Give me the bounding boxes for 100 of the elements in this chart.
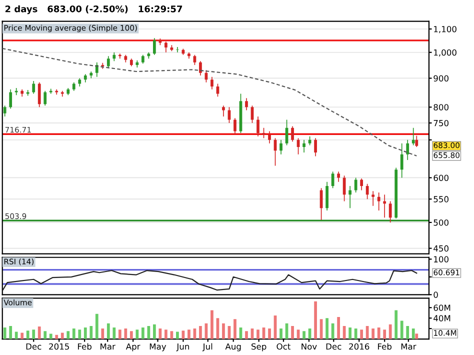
y-tick-label: 500 [434, 219, 448, 226]
bar [291, 326, 294, 340]
bar [360, 330, 364, 340]
y-tick-label: 1,000 [434, 49, 456, 57]
candlestick [302, 139, 306, 153]
y-tick-label: 450 [434, 245, 448, 252]
candlestick [176, 46, 179, 53]
bar [326, 318, 328, 340]
bar [136, 330, 139, 340]
candlestick [314, 138, 317, 157]
bar [337, 317, 340, 340]
y-tick-label: 100 [434, 256, 448, 262]
candlestick [280, 139, 282, 155]
candlestick [32, 80, 36, 94]
candlestick [415, 135, 418, 148]
y-tick-label: 550 [434, 196, 448, 202]
bar [372, 328, 375, 340]
candlestick [412, 128, 415, 146]
x-tick-label: Dec [26, 343, 42, 350]
bar [412, 328, 415, 340]
candlestick [406, 139, 410, 160]
candlestick [222, 105, 225, 117]
bar [158, 328, 162, 340]
bar [44, 331, 47, 340]
candlestick [337, 171, 340, 182]
candlestick [268, 130, 271, 144]
candlestick [9, 88, 12, 110]
candlestick [348, 186, 352, 209]
bar [199, 326, 202, 340]
bar [188, 330, 190, 340]
x-tick-label: Aug [225, 343, 241, 352]
bar [268, 328, 271, 340]
bar [366, 326, 369, 340]
y-tick-label: 0 [434, 292, 438, 298]
candlestick [210, 76, 214, 90]
bar [60, 332, 64, 340]
bar [210, 310, 214, 340]
bar [152, 324, 156, 340]
bar [3, 328, 6, 340]
bar [112, 328, 116, 340]
bar [388, 324, 392, 340]
y-tick-label: 40M [434, 315, 450, 322]
bar [245, 331, 248, 340]
candlestick [245, 98, 248, 111]
bar [383, 330, 386, 340]
bar [26, 330, 30, 340]
chart-title: 2 days 683.00 (-2.50%) 16:29:57 [5, 5, 182, 14]
bar [124, 328, 128, 340]
candlestick [14, 88, 18, 96]
candlestick [366, 184, 369, 200]
bar [101, 328, 104, 340]
candlestick [377, 192, 380, 211]
bar [314, 301, 317, 340]
candlestick [383, 194, 386, 218]
bar [90, 326, 93, 340]
bar [72, 328, 76, 340]
bar [20, 332, 24, 340]
bar [78, 330, 82, 340]
bar [55, 334, 58, 340]
candlestick [372, 190, 375, 206]
candlestick [400, 143, 404, 178]
bar [84, 328, 87, 340]
bar [280, 328, 282, 340]
bar [49, 334, 52, 340]
line-series [2, 270, 418, 292]
x-tick-label: Mar [401, 343, 416, 350]
bar [95, 314, 98, 340]
bar [406, 326, 410, 340]
x-tick-label: Feb [378, 343, 392, 350]
bar [222, 323, 225, 340]
bar [234, 319, 236, 340]
candlestick [388, 200, 392, 223]
bar [302, 331, 306, 340]
y-tick-label: 1,100 [434, 26, 456, 34]
y-tick-label: 600 [434, 174, 448, 182]
x-tick-label: Dec [326, 343, 342, 350]
candlestick [3, 105, 6, 117]
bar [176, 332, 179, 340]
candlestick [291, 126, 294, 142]
bar [147, 326, 150, 340]
bar [348, 328, 352, 340]
bar [32, 330, 36, 340]
bar [354, 328, 358, 340]
x-tick-label: 2015 [49, 343, 69, 350]
bar [415, 334, 418, 340]
y-tick-label: 800 [434, 104, 448, 110]
candlestick [95, 62, 98, 78]
y-tick-label: 750 [434, 120, 448, 126]
candlestick [152, 38, 156, 56]
x-tick-label: May [150, 343, 166, 352]
bar [9, 326, 12, 340]
bar [164, 330, 168, 340]
bar [14, 332, 18, 340]
x-tick-label: Nov [302, 343, 317, 350]
candlestick [360, 178, 364, 191]
x-tick-label: Oct [276, 343, 290, 350]
candlestick [256, 116, 260, 137]
candlestick [354, 177, 358, 193]
bar [377, 328, 380, 340]
bar [106, 323, 110, 340]
